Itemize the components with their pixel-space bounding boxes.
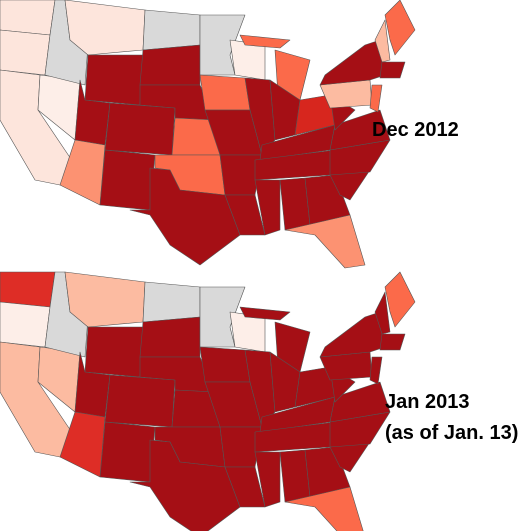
state: [379, 61, 406, 79]
state: [99, 149, 156, 211]
state: [279, 449, 311, 503]
state: [139, 44, 201, 86]
state: [64, 0, 146, 56]
state: [319, 311, 386, 358]
state: [59, 411, 106, 478]
state: [384, 271, 416, 328]
state: [239, 306, 291, 321]
state: [142, 9, 201, 51]
state: [254, 179, 281, 236]
state: [279, 177, 311, 231]
state: [104, 102, 176, 156]
state: [0, 271, 56, 308]
state: [384, 0, 416, 56]
state: [129, 167, 241, 266]
us-map-dec: [0, 0, 416, 269]
state: [319, 39, 386, 86]
state: [59, 139, 106, 206]
state: [0, 301, 51, 348]
state: [0, 0, 56, 36]
state: [84, 326, 144, 378]
state: [84, 54, 144, 106]
state: [239, 34, 291, 49]
state: [139, 316, 201, 358]
map-label: Jan 2013: [385, 391, 470, 413]
state: [374, 291, 391, 335]
map-sublabel: (as of Jan. 13): [385, 422, 518, 444]
state: [199, 346, 251, 383]
state: [199, 286, 246, 348]
map-label: Dec 2012: [372, 119, 459, 141]
state: [254, 451, 281, 508]
state: [199, 74, 251, 111]
state: [329, 109, 391, 151]
state: [369, 356, 383, 385]
state: [329, 381, 391, 423]
state: [0, 29, 51, 76]
state: [199, 14, 246, 76]
state: [129, 439, 241, 531]
state: [284, 214, 366, 269]
state: [99, 421, 156, 483]
state: [284, 486, 364, 531]
state: [374, 19, 391, 63]
state: [64, 271, 146, 328]
state: [369, 84, 383, 113]
us-map-jan: [0, 271, 416, 531]
state: [142, 281, 201, 323]
state: [379, 333, 406, 351]
state: [104, 374, 176, 428]
